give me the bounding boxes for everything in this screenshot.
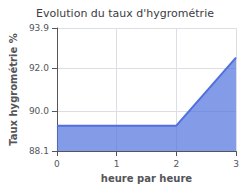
svg-text:90.0: 90.0 — [29, 106, 49, 116]
svg-text:Evolution du taux d'hygrométri: Evolution du taux d'hygrométrie — [36, 7, 214, 20]
svg-text:Taux hygrométrie %: Taux hygrométrie % — [8, 33, 19, 146]
svg-text:93.9: 93.9 — [29, 23, 49, 33]
svg-text:92.0: 92.0 — [29, 63, 49, 73]
svg-text:3: 3 — [233, 159, 239, 169]
svg-text:0: 0 — [54, 159, 60, 169]
svg-text:heure par heure: heure par heure — [101, 173, 192, 184]
svg-text:88.1: 88.1 — [29, 146, 49, 156]
svg-text:2: 2 — [173, 159, 179, 169]
svg-text:1: 1 — [114, 159, 120, 169]
